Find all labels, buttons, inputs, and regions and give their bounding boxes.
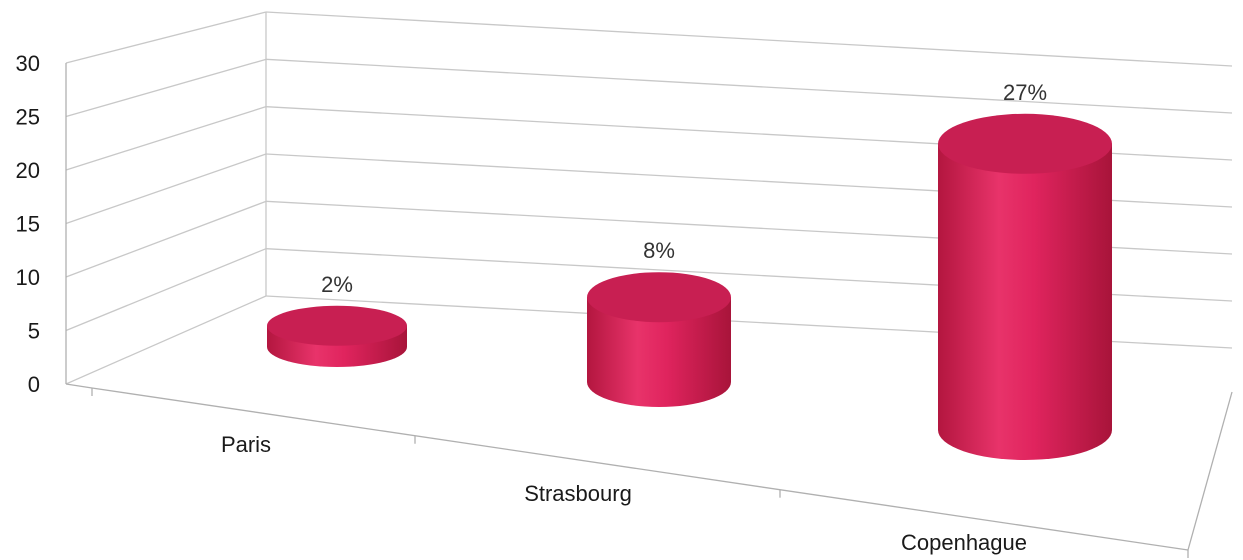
data-labels: 2% 8% 27% xyxy=(321,80,1047,297)
bar-top xyxy=(587,272,731,323)
y-tick-label: 30 xyxy=(16,51,40,76)
y-tick-label: 15 xyxy=(16,212,40,237)
gridline-back-25 xyxy=(265,58,1233,114)
bar-paris xyxy=(267,305,407,367)
category-label: Copenhague xyxy=(901,530,1027,555)
data-label: 27% xyxy=(1003,80,1047,105)
y-tick-labels: 0 5 10 15 20 25 30 xyxy=(16,51,40,397)
gridline-left-15 xyxy=(65,153,267,225)
gridline-left-30 xyxy=(65,11,267,64)
bar-strasbourg xyxy=(587,272,731,407)
floor-right-edge xyxy=(1187,391,1233,551)
bar-top xyxy=(938,113,1112,174)
y-tick-label: 20 xyxy=(16,158,40,183)
data-label: 8% xyxy=(643,238,675,263)
gridline-left-20 xyxy=(65,106,267,171)
y-tick-label: 25 xyxy=(16,105,40,130)
gridline-left-5 xyxy=(65,248,267,332)
y-tick-label: 10 xyxy=(16,265,40,290)
bar-body xyxy=(938,143,1112,461)
category-label: Paris xyxy=(221,432,271,457)
gridline-left-25 xyxy=(65,58,267,118)
y-tick-label: 0 xyxy=(28,372,40,397)
gridline-left-0 xyxy=(65,295,267,385)
gridlines xyxy=(65,11,1233,558)
bars xyxy=(267,113,1112,461)
x-axis-line xyxy=(91,387,1189,551)
y-tick-label: 5 xyxy=(28,319,40,344)
gridline-left-10 xyxy=(65,200,267,278)
data-label: 2% xyxy=(321,272,353,297)
gridline-back-30 xyxy=(265,11,1233,67)
category-label: Strasbourg xyxy=(524,481,632,506)
bar-copenhague xyxy=(938,113,1112,461)
bar-body xyxy=(587,297,731,407)
floor-left-edge xyxy=(65,383,93,389)
category-labels: Paris Strasbourg Copenhague xyxy=(221,432,1027,555)
bar-top xyxy=(267,305,407,346)
